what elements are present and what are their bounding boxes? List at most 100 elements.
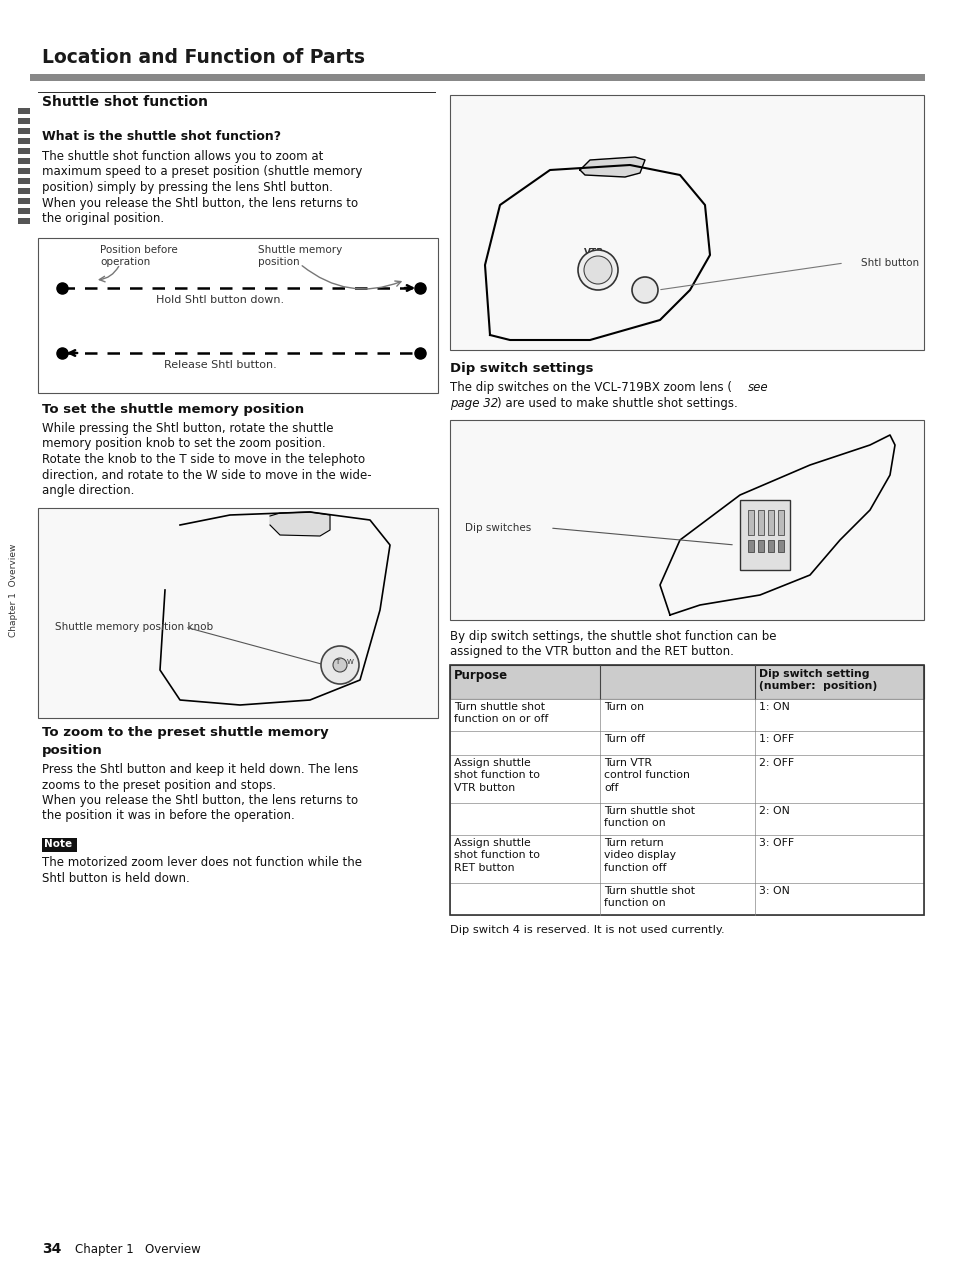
Bar (778, 540, 783, 552)
Text: To set the shuttle memory position: To set the shuttle memory position (42, 403, 304, 417)
Text: 3: ON: 3: ON (759, 885, 789, 896)
Text: Hold Shtl button down.: Hold Shtl button down. (155, 296, 284, 304)
Text: see: see (747, 381, 768, 394)
Text: page 32: page 32 (450, 396, 497, 409)
Bar (18, 158, 30, 164)
Text: maximum speed to a preset position (shuttle memory: maximum speed to a preset position (shut… (42, 166, 362, 178)
Bar (38, 238, 437, 392)
Ellipse shape (631, 276, 658, 303)
Text: Rotate the knob to the T side to move in the telephoto: Rotate the knob to the T side to move in… (42, 454, 365, 466)
Bar (18, 148, 30, 154)
Text: What is the shuttle shot function?: What is the shuttle shot function? (42, 130, 281, 143)
Text: ) are used to make shuttle shot settings.: ) are used to make shuttle shot settings… (497, 396, 737, 409)
Text: Position before
operation: Position before operation (100, 245, 177, 268)
Bar (18, 218, 30, 224)
Text: 2: OFF: 2: OFF (759, 758, 793, 768)
Text: To zoom to the preset shuttle memory: To zoom to the preset shuttle memory (42, 726, 328, 739)
Text: 3: OFF: 3: OFF (759, 838, 793, 848)
Text: memory position knob to set the zoom position.: memory position knob to set the zoom pos… (42, 437, 325, 451)
Text: Chapter 1   Overview: Chapter 1 Overview (75, 1243, 200, 1256)
Bar (38, 508, 437, 719)
Text: the original position.: the original position. (42, 211, 164, 225)
Bar (450, 803, 923, 834)
Text: The dip switches on the VCL-719BX zoom lens (: The dip switches on the VCL-719BX zoom l… (450, 381, 731, 394)
Text: By dip switch settings, the shuttle shot function can be: By dip switch settings, the shuttle shot… (450, 631, 776, 643)
Text: Shtl button is held down.: Shtl button is held down. (42, 871, 190, 884)
Bar (450, 755, 923, 803)
Text: Shtl button: Shtl button (860, 259, 918, 268)
Bar (450, 731, 923, 755)
Text: Shuttle memory position knob: Shuttle memory position knob (55, 622, 213, 632)
Text: Turn VTR
control function
off: Turn VTR control function off (603, 758, 689, 792)
Bar (778, 510, 783, 535)
Bar (18, 178, 30, 183)
Text: Turn shuttle shot
function on or off: Turn shuttle shot function on or off (454, 702, 548, 725)
Bar (450, 699, 923, 731)
Bar (450, 665, 923, 699)
Bar (18, 168, 30, 175)
Text: Assign shuttle
shot function to
VTR button: Assign shuttle shot function to VTR butt… (454, 758, 539, 792)
Text: While pressing the Shtl button, rotate the shuttle: While pressing the Shtl button, rotate t… (42, 422, 334, 434)
Text: direction, and rotate to the W side to move in the wide-: direction, and rotate to the W side to m… (42, 469, 372, 482)
Bar (18, 118, 30, 124)
Text: Dip switch 4 is reserved. It is not used currently.: Dip switch 4 is reserved. It is not used… (450, 925, 724, 935)
Text: Shuttle memory
position: Shuttle memory position (257, 245, 342, 268)
Text: Note: Note (44, 840, 72, 848)
Text: The motorized zoom lever does not function while the: The motorized zoom lever does not functi… (42, 856, 361, 869)
Bar (18, 189, 30, 194)
Text: Turn off: Turn off (603, 734, 644, 744)
Text: Shtl: Shtl (635, 284, 648, 290)
Text: Chapter 1  Overview: Chapter 1 Overview (10, 543, 18, 637)
Text: position: position (42, 744, 103, 757)
Text: Turn return
video display
function off: Turn return video display function off (603, 838, 676, 873)
Bar (450, 883, 923, 915)
Bar (747, 510, 753, 535)
Bar (42, 838, 77, 852)
Bar (450, 96, 923, 350)
Ellipse shape (583, 256, 612, 284)
Text: Assign shuttle
shot function to
RET button: Assign shuttle shot function to RET butt… (454, 838, 539, 873)
Text: Dip switches: Dip switches (464, 524, 531, 533)
Bar (18, 127, 30, 134)
Text: When you release the Shtl button, the lens returns to: When you release the Shtl button, the le… (42, 196, 357, 209)
Text: Turn shuttle shot
function on: Turn shuttle shot function on (603, 806, 695, 828)
Text: When you release the Shtl button, the lens returns to: When you release the Shtl button, the le… (42, 794, 357, 806)
Bar (747, 540, 753, 552)
Text: Purpose: Purpose (454, 669, 508, 682)
Text: Release Shtl button.: Release Shtl button. (164, 361, 276, 369)
Bar (450, 420, 923, 620)
Text: 1: ON: 1: ON (759, 702, 789, 712)
Text: Turn on: Turn on (603, 702, 643, 712)
Ellipse shape (320, 646, 358, 684)
Text: The shuttle shot function allows you to zoom at: The shuttle shot function allows you to … (42, 150, 323, 163)
Text: Press the Shtl button and keep it held down. The lens: Press the Shtl button and keep it held d… (42, 763, 358, 776)
Text: 34: 34 (42, 1242, 61, 1256)
Text: the position it was in before the operation.: the position it was in before the operat… (42, 809, 294, 823)
Polygon shape (579, 157, 644, 177)
Bar (758, 540, 763, 552)
Text: 1: OFF: 1: OFF (759, 734, 793, 744)
Polygon shape (270, 512, 330, 536)
Text: T: T (335, 659, 339, 665)
Text: position) simply by pressing the lens Shtl button.: position) simply by pressing the lens Sh… (42, 181, 333, 194)
Bar (740, 499, 789, 569)
Text: Location and Function of Parts: Location and Function of Parts (42, 48, 365, 68)
Text: Dip switch settings: Dip switch settings (450, 362, 593, 375)
Ellipse shape (333, 657, 347, 671)
Text: Dip switch setting
(number:  position): Dip switch setting (number: position) (759, 669, 877, 691)
Bar (18, 138, 30, 144)
Text: Turn shuttle shot
function on: Turn shuttle shot function on (603, 885, 695, 908)
Bar (767, 510, 773, 535)
Bar (450, 665, 923, 915)
Text: assigned to the VTR button and the RET button.: assigned to the VTR button and the RET b… (450, 646, 733, 659)
Ellipse shape (578, 250, 618, 290)
Text: Shuttle shot function: Shuttle shot function (42, 96, 208, 110)
Bar (450, 834, 923, 883)
Bar (30, 74, 924, 82)
Text: VTR: VTR (583, 248, 603, 257)
Bar (18, 197, 30, 204)
Text: zooms to the preset position and stops.: zooms to the preset position and stops. (42, 778, 275, 791)
Text: angle direction.: angle direction. (42, 484, 134, 497)
Text: W: W (347, 659, 354, 665)
Bar (18, 108, 30, 113)
